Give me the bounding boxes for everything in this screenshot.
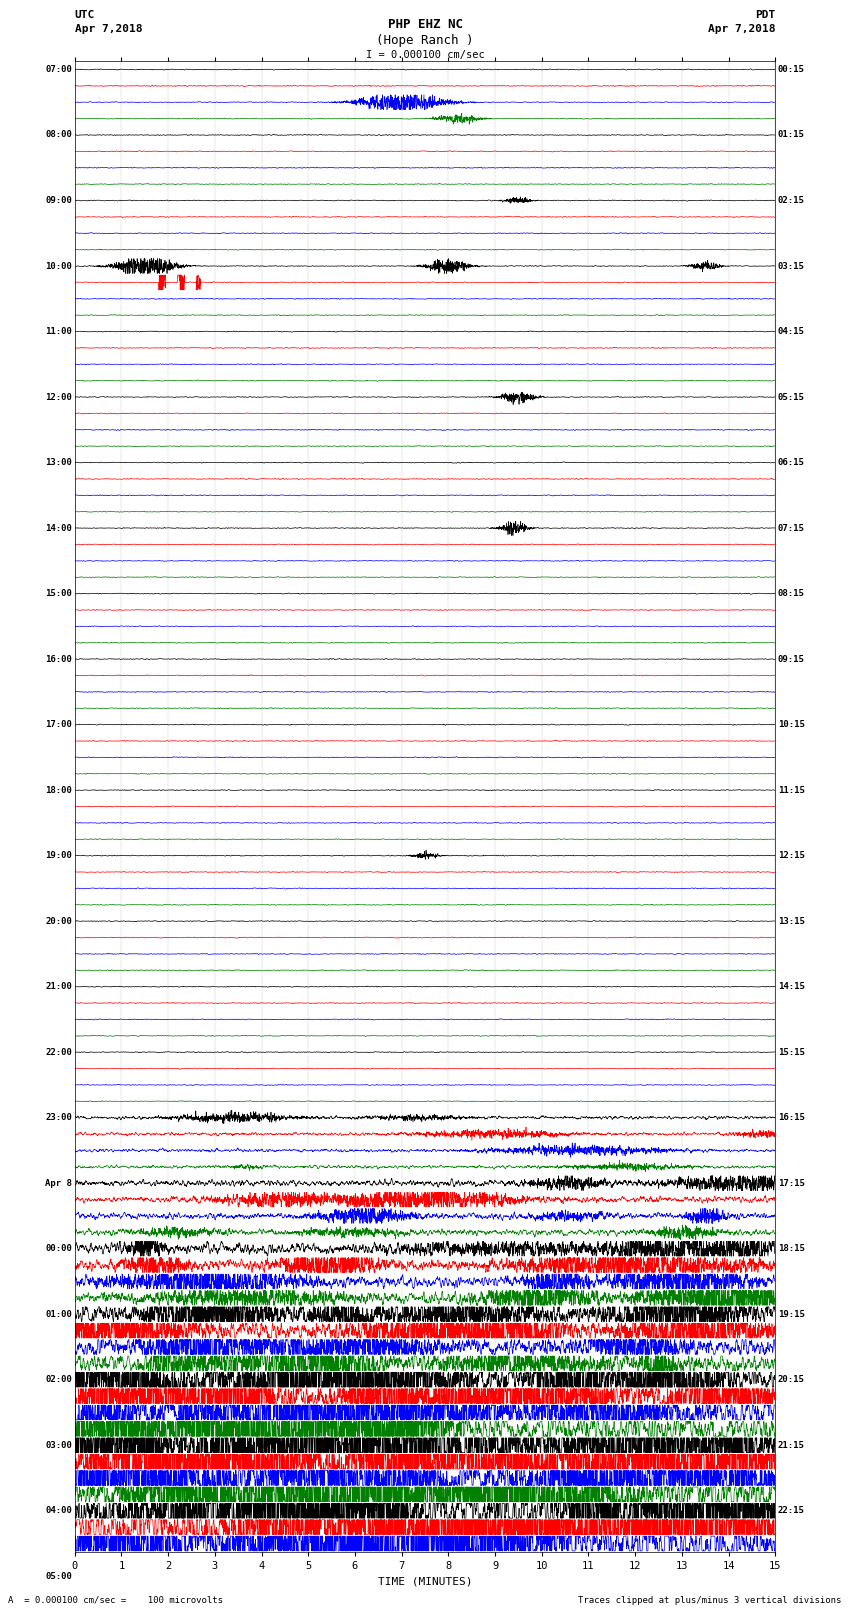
Text: 06:15: 06:15 xyxy=(778,458,805,468)
Text: 00:00: 00:00 xyxy=(45,1244,72,1253)
Text: 04:00: 04:00 xyxy=(45,1507,72,1515)
Text: 17:15: 17:15 xyxy=(778,1179,805,1187)
Text: Apr 7,2018: Apr 7,2018 xyxy=(708,24,775,34)
Text: 14:00: 14:00 xyxy=(45,524,72,532)
Text: 22:00: 22:00 xyxy=(45,1048,72,1057)
Text: 09:15: 09:15 xyxy=(778,655,805,663)
Text: 03:15: 03:15 xyxy=(778,261,805,271)
Text: (Hope Ranch ): (Hope Ranch ) xyxy=(377,34,473,47)
Text: 23:00: 23:00 xyxy=(45,1113,72,1123)
Text: 20:15: 20:15 xyxy=(778,1376,805,1384)
Text: 22:15: 22:15 xyxy=(778,1507,805,1515)
Text: 00:15: 00:15 xyxy=(778,65,805,74)
Text: I = 0.000100 cm/sec: I = 0.000100 cm/sec xyxy=(366,50,484,60)
Text: 07:15: 07:15 xyxy=(778,524,805,532)
Text: 15:00: 15:00 xyxy=(45,589,72,598)
Text: Apr 7,2018: Apr 7,2018 xyxy=(75,24,142,34)
Text: 05:15: 05:15 xyxy=(778,392,805,402)
Text: Apr 8: Apr 8 xyxy=(45,1179,72,1187)
Text: 10:00: 10:00 xyxy=(45,261,72,271)
Text: 02:15: 02:15 xyxy=(778,197,805,205)
Text: 09:00: 09:00 xyxy=(45,197,72,205)
Text: 12:00: 12:00 xyxy=(45,392,72,402)
Text: 21:00: 21:00 xyxy=(45,982,72,990)
Text: 18:15: 18:15 xyxy=(778,1244,805,1253)
Text: 17:00: 17:00 xyxy=(45,719,72,729)
Text: 08:15: 08:15 xyxy=(778,589,805,598)
Text: 16:00: 16:00 xyxy=(45,655,72,663)
Text: 07:00: 07:00 xyxy=(45,65,72,74)
Text: 19:15: 19:15 xyxy=(778,1310,805,1319)
Text: 05:00: 05:00 xyxy=(45,1571,72,1581)
Text: 19:00: 19:00 xyxy=(45,852,72,860)
Text: 10:15: 10:15 xyxy=(778,719,805,729)
Text: 18:00: 18:00 xyxy=(45,786,72,795)
Text: 01:00: 01:00 xyxy=(45,1310,72,1319)
Text: 03:00: 03:00 xyxy=(45,1440,72,1450)
Text: 08:00: 08:00 xyxy=(45,131,72,139)
Text: 13:00: 13:00 xyxy=(45,458,72,468)
Text: A  = 0.000100 cm/sec =    100 microvolts: A = 0.000100 cm/sec = 100 microvolts xyxy=(8,1595,224,1605)
Text: 20:00: 20:00 xyxy=(45,916,72,926)
Text: 14:15: 14:15 xyxy=(778,982,805,990)
X-axis label: TIME (MINUTES): TIME (MINUTES) xyxy=(377,1576,473,1586)
Text: 15:15: 15:15 xyxy=(778,1048,805,1057)
Text: PHP EHZ NC: PHP EHZ NC xyxy=(388,18,462,31)
Text: 02:00: 02:00 xyxy=(45,1376,72,1384)
Text: UTC: UTC xyxy=(75,10,95,19)
Text: 21:15: 21:15 xyxy=(778,1440,805,1450)
Text: 16:15: 16:15 xyxy=(778,1113,805,1123)
Text: 01:15: 01:15 xyxy=(778,131,805,139)
Text: 04:15: 04:15 xyxy=(778,327,805,336)
Text: PDT: PDT xyxy=(755,10,775,19)
Text: Traces clipped at plus/minus 3 vertical divisions: Traces clipped at plus/minus 3 vertical … xyxy=(578,1595,842,1605)
Text: 11:15: 11:15 xyxy=(778,786,805,795)
Text: 13:15: 13:15 xyxy=(778,916,805,926)
Text: 12:15: 12:15 xyxy=(778,852,805,860)
Text: 11:00: 11:00 xyxy=(45,327,72,336)
